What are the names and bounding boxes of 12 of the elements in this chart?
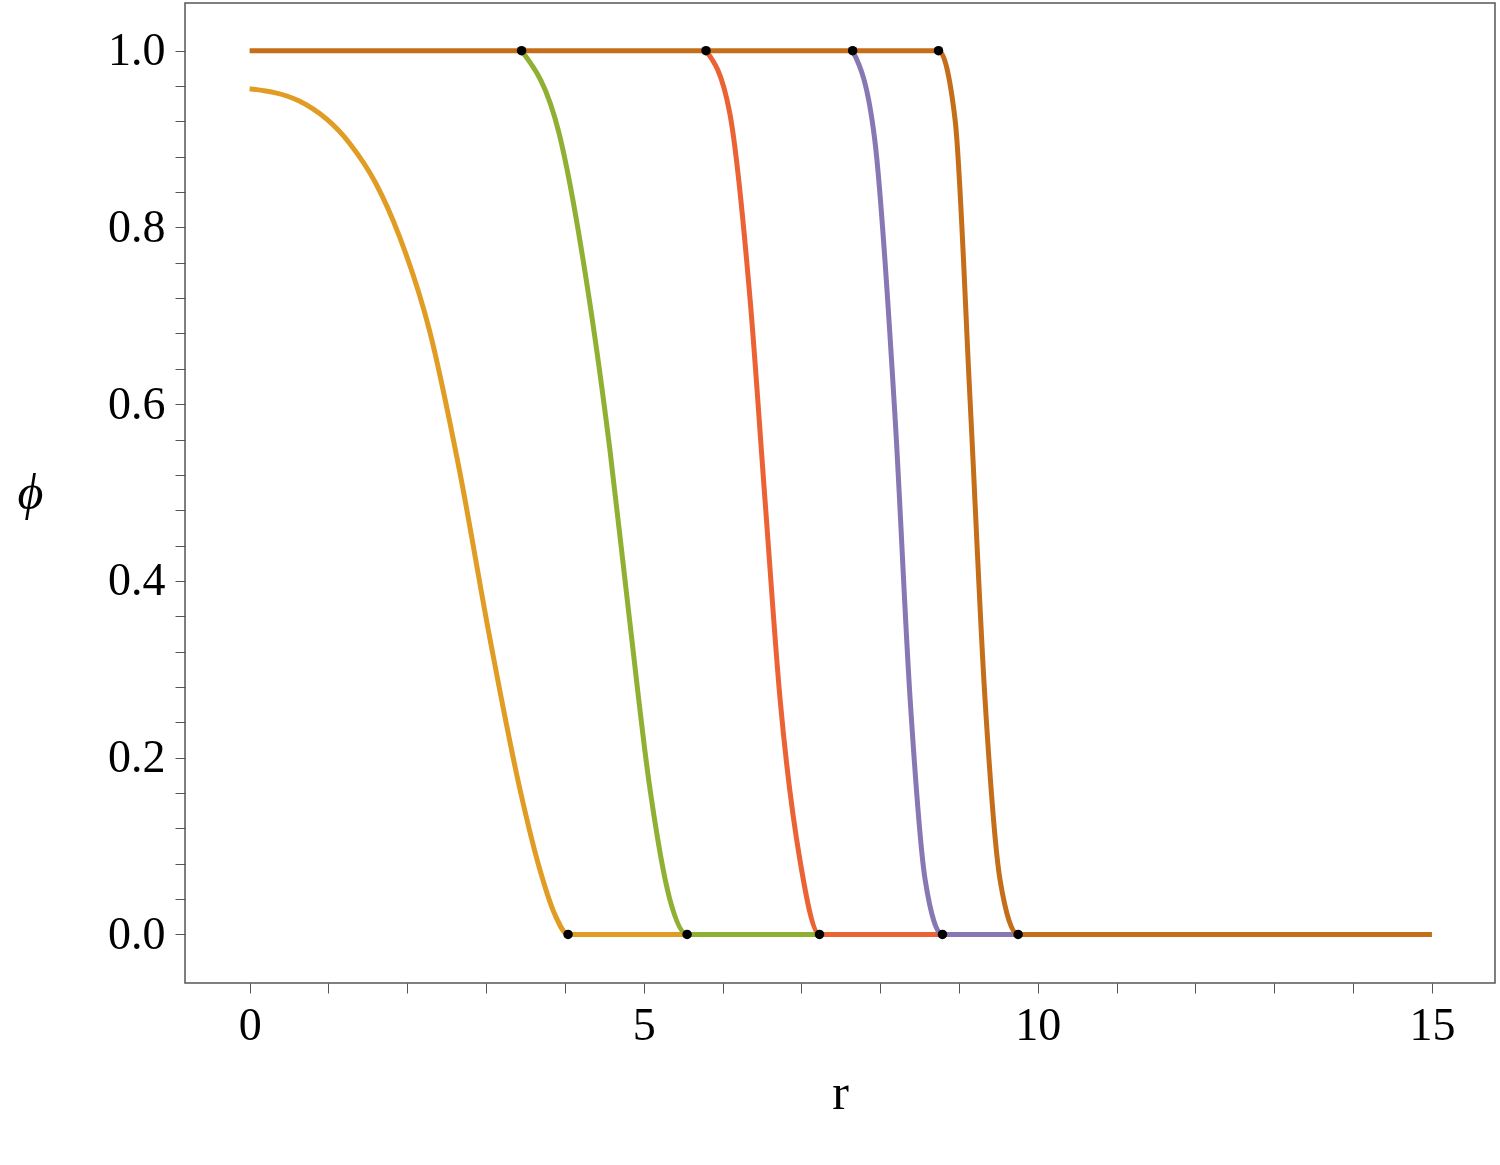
y-tick-label: 1.0 bbox=[108, 24, 166, 76]
y-tick-label: 0.8 bbox=[108, 200, 166, 252]
y-tick-label: 0.4 bbox=[108, 554, 166, 606]
x-tick-label: 0 bbox=[238, 998, 262, 1050]
y-tick-label: 0.6 bbox=[108, 377, 166, 429]
x-axis-title: r bbox=[832, 1063, 850, 1120]
x-tick-label: 5 bbox=[632, 998, 656, 1050]
y-tick-label: 0.2 bbox=[108, 731, 166, 783]
y-tick-label: 0.0 bbox=[108, 907, 166, 959]
x-tick-label: 15 bbox=[1409, 998, 1456, 1050]
x-tick-label: 10 bbox=[1015, 998, 1062, 1050]
y-axis-title: ϕ bbox=[17, 463, 44, 520]
